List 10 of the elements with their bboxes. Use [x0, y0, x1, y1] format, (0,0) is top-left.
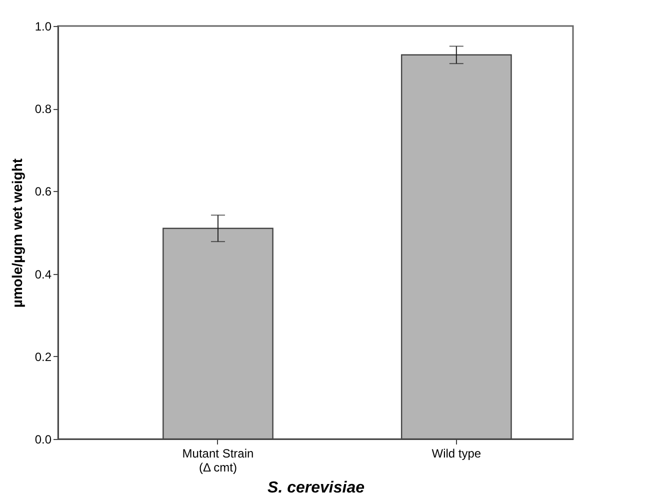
y-tick-label: 0.6 [34, 184, 52, 199]
x-tick-label: Mutant Strain (Δ cmt) [182, 446, 254, 474]
x-tick-label: Wild type [432, 446, 482, 460]
y-tick-label: 0.8 [34, 102, 52, 116]
y-tick-label: 0.4 [34, 267, 52, 282]
y-axis-title: µmole/µgm wet weight [8, 158, 25, 308]
x-axis-title: S. cerevisiae [268, 480, 365, 496]
y-tick-label: 1.0 [34, 20, 52, 34]
y-tick-label: 0.0 [34, 432, 52, 446]
y-tick-label: 0.2 [34, 350, 52, 364]
